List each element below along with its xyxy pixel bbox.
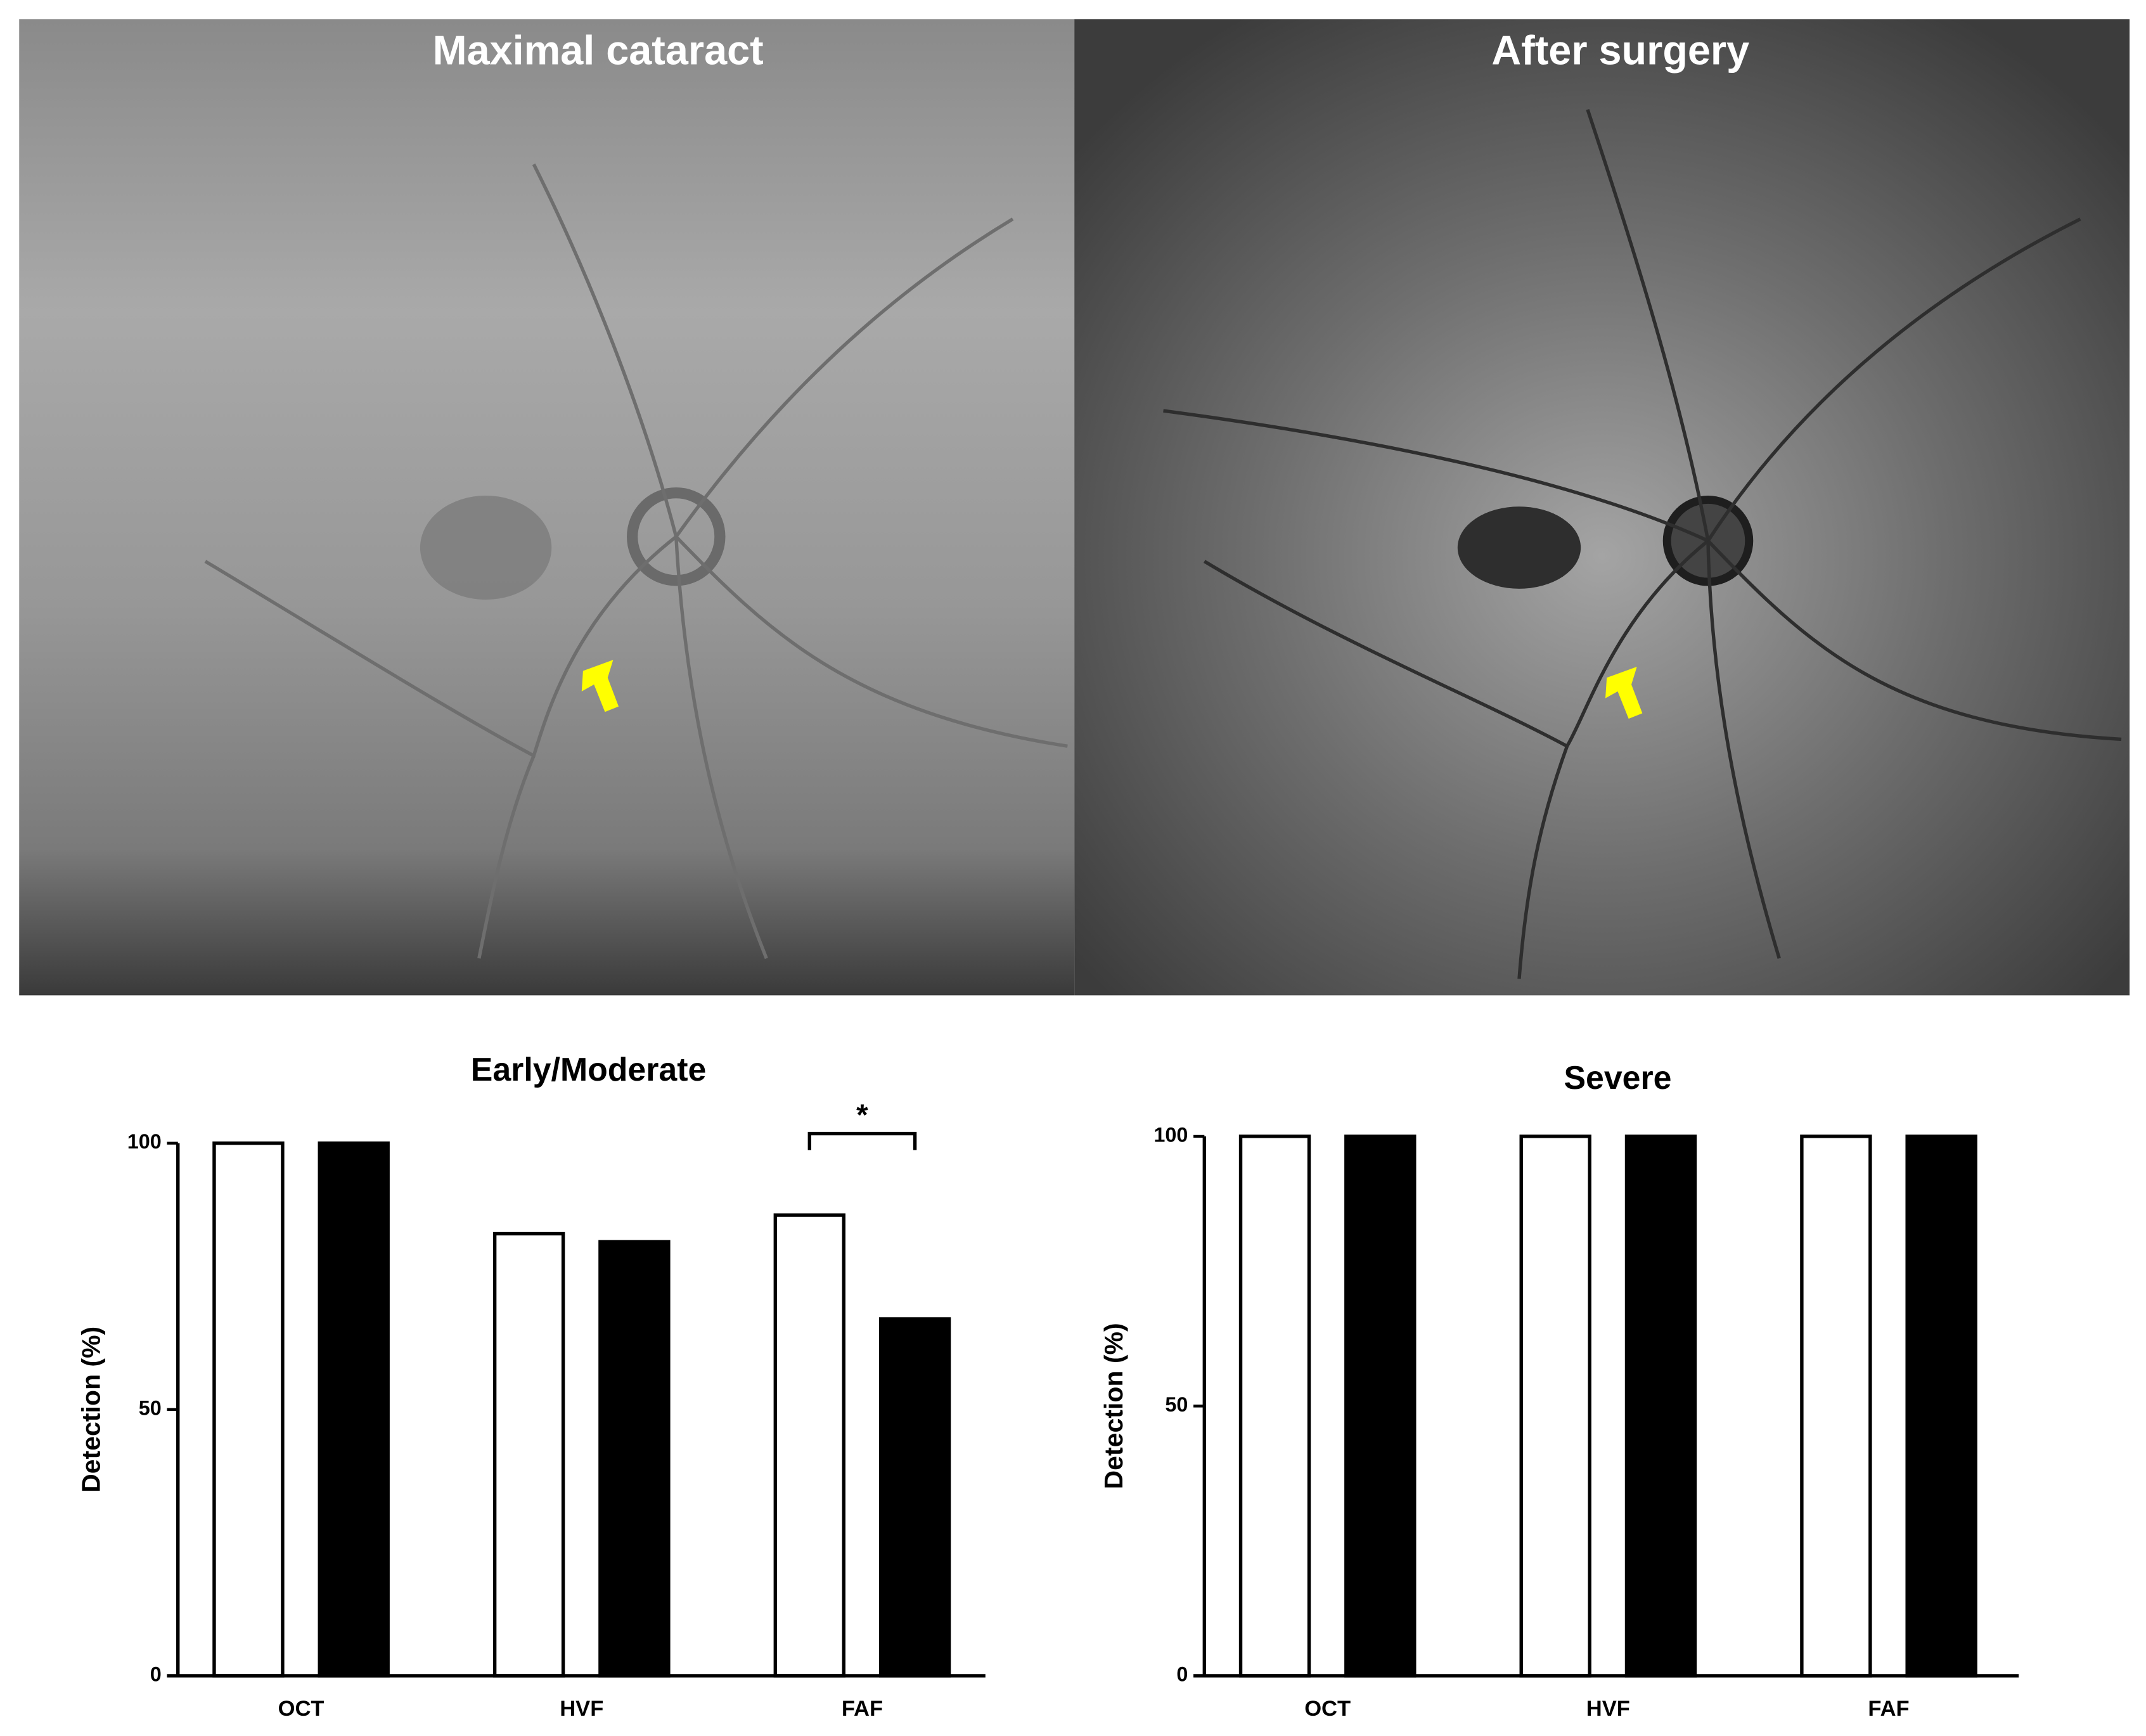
chart-title: Severe [1564,1059,1671,1096]
x-tick-label: FAF [1868,1697,1909,1721]
photo-label: After surgery [1491,27,1749,73]
bar [318,1141,390,1678]
photo-label: Maximal cataract [433,27,764,73]
significance-bracket [807,1131,917,1150]
x-tick-label: HVF [560,1697,603,1721]
x-tick-label: FAF [842,1697,883,1721]
annotation: * [856,1098,868,1132]
x-tick-label: HVF [1586,1697,1630,1721]
bar [1905,1135,1977,1678]
x-tick-label: OCT [1304,1697,1351,1721]
y-tick-label: 50 [1165,1393,1188,1416]
y-tick-label: 100 [127,1130,162,1153]
y-tick-label: 100 [1153,1123,1188,1146]
photo-left [19,19,1075,996]
bar [1238,1135,1311,1678]
bar [492,1231,565,1678]
bar [1800,1135,1872,1678]
x-tick-label: OCT [278,1697,324,1721]
bar [1624,1135,1697,1678]
bar [598,1240,671,1678]
photo-right [1074,19,2130,996]
bar [878,1317,951,1678]
y-tick-label: 0 [150,1663,162,1686]
y-tick-label: 50 [139,1396,162,1419]
y-axis-label: Detection (%) [77,1327,106,1493]
y-axis-label: Detection (%) [1099,1323,1128,1489]
bar [773,1213,845,1678]
y-tick-label: 0 [1176,1663,1188,1686]
bar [1344,1135,1417,1678]
bar [212,1141,285,1678]
bar [1519,1135,1591,1678]
chart-title: Early/Moderate [471,1051,707,1088]
